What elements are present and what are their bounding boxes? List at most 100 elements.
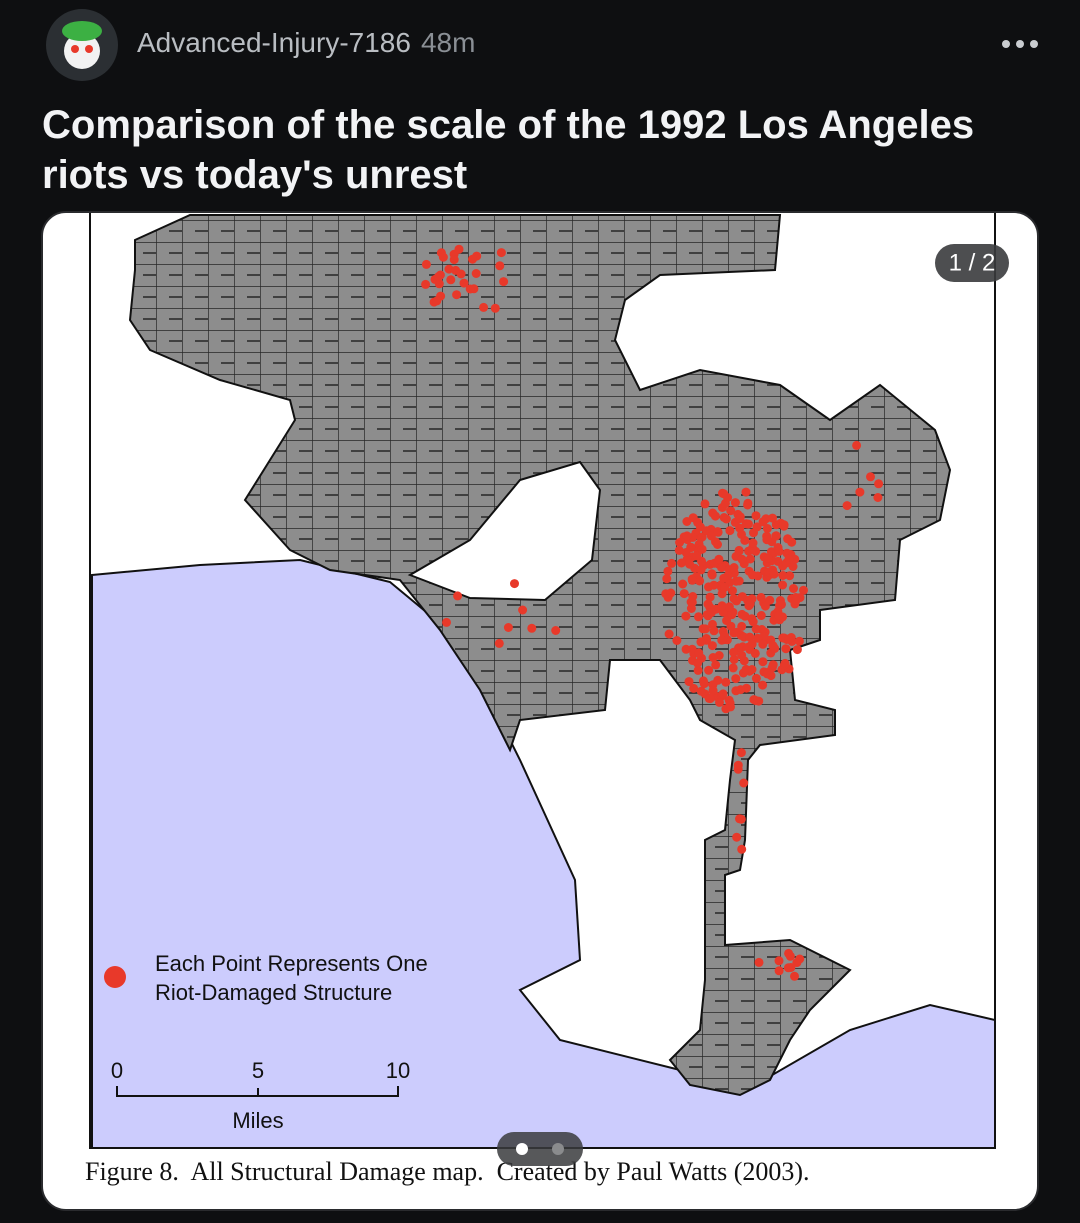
damage-point (762, 535, 772, 545)
avatar-eye (71, 45, 79, 53)
damage-point (686, 542, 696, 552)
pager[interactable] (497, 1132, 583, 1166)
damage-point (687, 575, 697, 585)
scale-label: 10 (386, 1058, 410, 1083)
scale-bar (116, 1086, 399, 1097)
post-title[interactable]: Comparison of the scale of the 1992 Los … (42, 103, 975, 197)
author[interactable]: Advanced-Injury-7186 (137, 27, 411, 58)
damage-point (724, 695, 734, 705)
damage-point (725, 526, 735, 536)
damage-point (766, 671, 776, 681)
avatar-hat (62, 21, 102, 41)
damage-point (751, 624, 761, 634)
damage-point (666, 588, 676, 598)
damage-point (774, 611, 784, 620)
damage-point (468, 254, 477, 264)
damage-point (756, 611, 766, 620)
damage-point (740, 611, 750, 621)
damage-point (768, 513, 777, 523)
damage-point (664, 629, 674, 639)
damage-point (737, 844, 747, 854)
damage-point (719, 489, 729, 499)
damage-point (731, 674, 741, 684)
damage-point (790, 971, 799, 981)
damage-point (449, 255, 459, 265)
damage-point (729, 647, 739, 657)
damage-point (745, 632, 755, 642)
damage-point (736, 685, 746, 695)
damage-point (451, 265, 461, 275)
damage-point (768, 660, 778, 670)
figure-caption: Figure 8. All Structural Damage map. Cre… (85, 1157, 810, 1186)
damage-point (769, 569, 779, 579)
damage-point (713, 675, 723, 685)
damage-point (737, 529, 746, 539)
damage-point (736, 748, 746, 758)
damage-point (784, 634, 794, 644)
avatar[interactable] (42, 5, 122, 85)
more-menu[interactable] (1000, 38, 1044, 50)
damage-point (459, 278, 469, 288)
damage-point (791, 595, 801, 605)
damage-point (697, 544, 707, 554)
scale-label: 0 (111, 1058, 123, 1083)
damage-point (794, 636, 804, 646)
damage-point (751, 673, 761, 683)
menu-dot (1016, 40, 1024, 48)
damage-point (674, 545, 684, 555)
damage-point (735, 814, 744, 824)
damage-point (751, 696, 761, 706)
damage-point (728, 586, 737, 596)
damage-point (866, 472, 875, 482)
damage-point (765, 595, 775, 605)
damage-point (703, 599, 713, 609)
damage-point (733, 760, 743, 770)
damage-point (494, 638, 504, 648)
damage-point (758, 680, 768, 690)
damage-point (778, 520, 788, 530)
damage-point (727, 610, 737, 620)
damage-point (672, 636, 682, 645)
city-area (128, 214, 952, 1097)
damage-point (708, 508, 718, 518)
damage-point (799, 585, 808, 595)
damage-point (726, 621, 736, 631)
damage-point (729, 655, 739, 664)
damage-point (739, 778, 749, 788)
damage-point (730, 498, 740, 508)
damage-point (452, 290, 462, 300)
damage-point (496, 248, 506, 258)
damage-point (758, 657, 768, 667)
damage-point (763, 553, 773, 563)
damage-point (720, 582, 730, 592)
damage-point (852, 440, 862, 450)
damage-point (855, 487, 865, 497)
damage-point (499, 277, 509, 287)
damage-point (778, 580, 788, 590)
damage-point (771, 520, 781, 530)
damage-points (421, 244, 884, 981)
damage-point (479, 302, 489, 312)
damage-point (737, 621, 747, 631)
damage-point (694, 648, 704, 658)
damage-point (707, 607, 716, 617)
damage-point (551, 626, 561, 635)
image-counter: 1 / 2 (949, 249, 996, 276)
damage-point (784, 948, 794, 958)
damage-point (700, 624, 710, 634)
damage-point (708, 653, 718, 662)
damage-point (707, 569, 717, 579)
damage-point (510, 579, 519, 589)
damage-point (780, 658, 790, 668)
pager-dot[interactable] (552, 1143, 564, 1155)
damage-point (753, 633, 763, 643)
damage-point (754, 957, 764, 967)
damage-point (434, 279, 444, 289)
damage-point (421, 279, 431, 289)
damage-point (681, 611, 691, 621)
damage-point (446, 275, 456, 285)
damage-point (707, 641, 717, 651)
damage-point (662, 574, 672, 584)
post-age: 48m (420, 27, 476, 58)
